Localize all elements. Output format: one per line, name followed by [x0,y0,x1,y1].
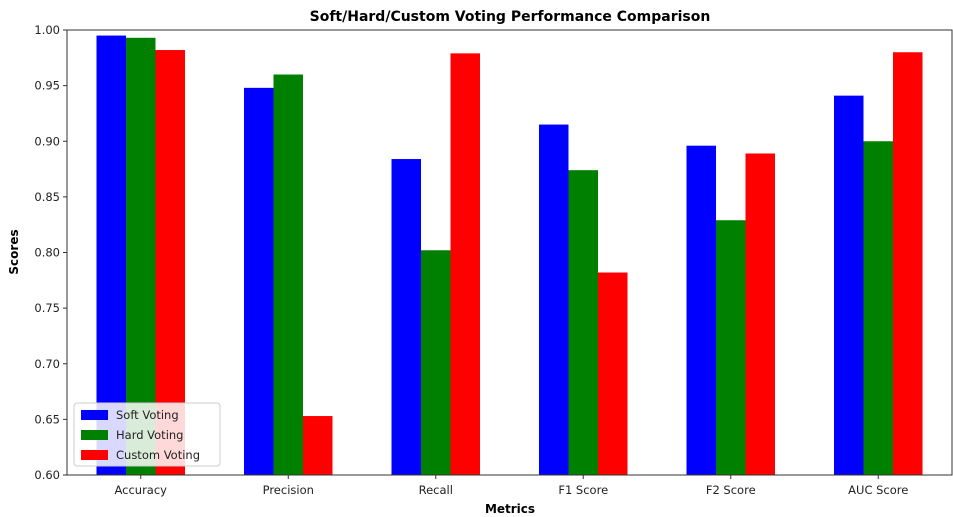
y-tick-label-8: 0.95 [34,79,60,93]
legend-label-3: Custom Voting [116,448,200,462]
y-tick-label-5: 0.80 [34,246,60,260]
x-tick-label-6: AUC Score [848,483,908,497]
bar-1-4 [539,124,569,475]
bar-2-5 [716,220,746,475]
y-tick-label-3: 0.70 [34,357,60,371]
x-tick-label-4: F1 Score [558,483,608,497]
bar-3-4 [598,272,628,475]
bar-1-6 [834,95,864,475]
y-tick-label-4: 0.75 [34,301,60,315]
bar-2-4 [568,170,598,476]
legend-box [73,402,221,467]
bar-1-2 [244,87,274,475]
legend-label-2: Hard Voting [116,428,183,442]
bar-2-3 [421,250,451,475]
x-tick-label-5: F2 Score [706,483,756,497]
bar-3-2 [303,416,333,475]
y-tick-label-2: 0.65 [34,412,60,426]
bar-3-3 [450,53,480,476]
legend: Soft Voting Hard Voting Custom Voting [73,402,221,467]
y-tick-label-9: 1.00 [34,23,60,37]
legend-label-1: Soft Voting [116,408,179,422]
bar-2-1 [126,37,156,475]
legend-swatch-1 [81,410,108,420]
x-tick-label-1: Accuracy [114,483,167,497]
bar-2-6 [863,141,893,475]
bar-2-2 [273,74,303,475]
legend-swatch-2 [81,430,108,440]
y-tick-label-1: 0.60 [34,468,60,482]
bar-1-1 [96,35,126,476]
bar-1-3 [391,159,421,476]
chart-title: Soft/Hard/Custom Voting Performance Comp… [310,9,711,25]
legend-swatch-3 [81,450,108,460]
y-tick-label-6: 0.85 [34,190,60,204]
bar-3-5 [745,153,775,476]
x-tick-label-3: Recall [419,483,453,497]
bar-3-6 [893,52,923,475]
x-axis-label: Metrics [485,502,535,516]
bar-1-5 [686,145,716,475]
x-tick-label-2: Precision [263,483,314,497]
y-tick-label-7: 0.90 [34,134,60,148]
y-axis-label: Scores [7,229,21,274]
